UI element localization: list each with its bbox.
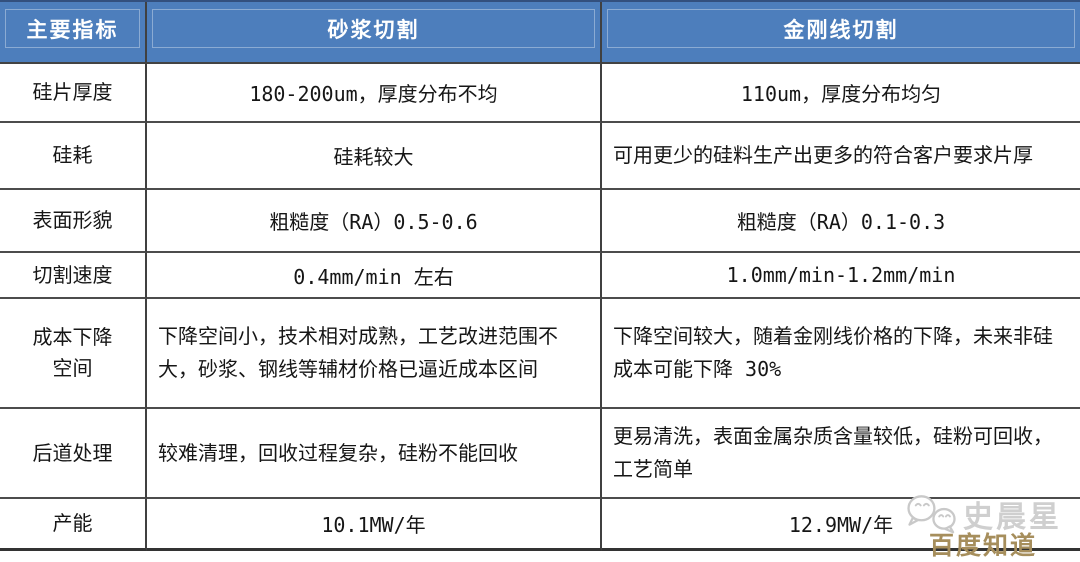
watermark-author: 史晨星 xyxy=(963,501,1062,534)
diamond-value: 12.9MW/年 xyxy=(602,499,1080,551)
slurry-value: 0.4mm/min 左右 xyxy=(147,253,602,299)
row-cutting-speed: 切割速度 0.4mm/min 左右 1.0mm/min-1.2mm/min xyxy=(0,253,1080,299)
row-surface-morphology: 表面形貌 粗糙度（RA）0.5-0.6 粗糙度（RA）0.1-0.3 xyxy=(0,190,1080,253)
slurry-value: 较难清理，回收过程复杂，硅粉不能回收 xyxy=(147,409,602,499)
row-silicon-consumption: 硅耗 硅耗较大 可用更少的硅料生产出更多的符合客户要求片厚 xyxy=(0,123,1080,190)
header-cell-slurry-cutting: 砂浆切割 xyxy=(147,2,602,64)
diamond-value: 下降空间较大，随着金刚线价格的下降，未来非硅成本可能下降 30% xyxy=(602,299,1080,409)
row-indicator: 产能 xyxy=(0,499,147,551)
table-header-row: 主要指标 砂浆切割 金刚线切割 xyxy=(0,2,1080,64)
watermark-platform: 百度知道 xyxy=(929,532,1038,560)
header-label: 金刚线切割 xyxy=(607,9,1075,48)
diamond-value: 1.0mm/min-1.2mm/min xyxy=(602,253,1080,299)
row-indicator: 硅片厚度 xyxy=(0,64,147,123)
slurry-value: 粗糙度（RA）0.5-0.6 xyxy=(147,190,602,253)
slurry-value: 下降空间小，技术相对成熟，工艺改进范围不大，砂浆、钢线等辅材价格已逼近成本区间 xyxy=(147,299,602,409)
row-indicator: 表面形貌 xyxy=(0,190,147,253)
header-cell-diamond-wire-cutting: 金刚线切割 xyxy=(602,2,1080,64)
diamond-value: 可用更少的硅料生产出更多的符合客户要求片厚 xyxy=(602,123,1080,190)
header-label: 主要指标 xyxy=(5,9,140,48)
slurry-value: 10.1MW/年 xyxy=(147,499,602,551)
header-label: 砂浆切割 xyxy=(152,9,595,48)
diamond-value: 粗糙度（RA）0.1-0.3 xyxy=(602,190,1080,253)
watermark: 史晨星 百度知道 xyxy=(897,488,1077,560)
diamond-value: 110um，厚度分布均匀 xyxy=(602,64,1080,123)
row-indicator: 后道处理 xyxy=(0,409,147,499)
chat-bubbles-icon xyxy=(907,495,956,534)
row-indicator: 切割速度 xyxy=(0,253,147,299)
diamond-value: 更易清洗，表面金属杂质含量较低，硅粉可回收，工艺简单 xyxy=(602,409,1080,499)
row-post-processing: 后道处理 较难清理，回收过程复杂，硅粉不能回收 更易清洗，表面金属杂质含量较低，… xyxy=(0,409,1080,499)
row-capacity: 产能 10.1MW/年 12.9MW/年 xyxy=(0,499,1080,551)
slurry-value: 180-200um，厚度分布不均 xyxy=(147,64,602,123)
slurry-value: 硅耗较大 xyxy=(147,123,602,190)
row-cost-reduction-space: 成本下降空间 下降空间小，技术相对成熟，工艺改进范围不大，砂浆、钢线等辅材价格已… xyxy=(0,299,1080,409)
row-indicator: 成本下降空间 xyxy=(0,299,147,409)
row-wafer-thickness: 硅片厚度 180-200um，厚度分布不均 110um，厚度分布均匀 xyxy=(0,64,1080,123)
header-cell-indicator: 主要指标 xyxy=(0,2,147,64)
row-indicator: 硅耗 xyxy=(0,123,147,190)
